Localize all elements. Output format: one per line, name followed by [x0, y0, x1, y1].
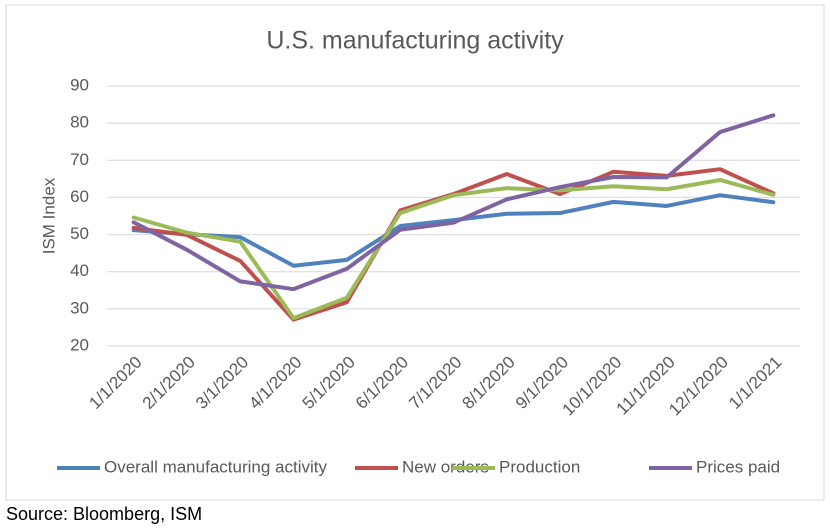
legend-label: New orders	[402, 457, 489, 476]
y-tick-label: 60	[70, 187, 89, 206]
data-line	[131, 113, 776, 292]
data-line	[131, 177, 776, 321]
legend-label: Prices paid	[696, 457, 780, 476]
y-tick-label: 70	[70, 150, 89, 169]
y-axis-title: ISM Index	[39, 177, 58, 254]
legend-label: Overall manufacturing activity	[104, 457, 327, 476]
source-note: Source: Bloomberg, ISM	[6, 504, 202, 524]
chart-border	[5, 4, 825, 501]
y-tick-label: 90	[70, 75, 89, 94]
chart-title: U.S. manufacturing activity	[266, 27, 564, 55]
legend-label: Production	[499, 457, 580, 476]
y-tick-label: 20	[70, 335, 89, 354]
data-line	[131, 193, 776, 268]
y-tick-label: 40	[70, 261, 89, 280]
y-tick-label: 50	[70, 224, 89, 243]
y-tick-label: 30	[70, 298, 89, 317]
y-tick-label: 80	[70, 113, 89, 132]
